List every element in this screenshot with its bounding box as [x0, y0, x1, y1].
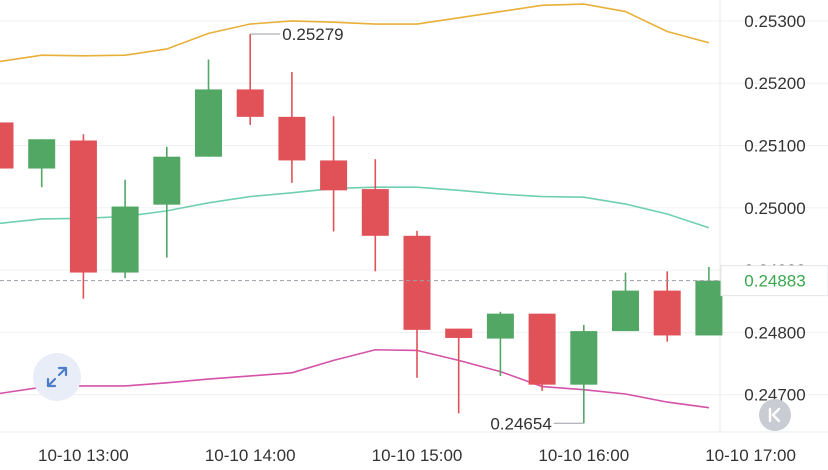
candle-down	[653, 271, 681, 342]
candle-body	[111, 206, 139, 273]
y-tick-label: 0.25200	[744, 74, 805, 93]
candle-body	[653, 290, 681, 336]
y-tick-label: 0.25100	[744, 136, 805, 155]
x-tick-label: 10-10 17:00	[705, 446, 796, 465]
band-line-0	[0, 3, 710, 63]
candle-body	[153, 156, 181, 205]
candle-body	[278, 116, 306, 161]
candle-body	[28, 139, 56, 169]
candle-up	[570, 324, 598, 424]
candle-body	[570, 331, 598, 385]
candle-down	[69, 134, 97, 299]
candle-up	[195, 59, 222, 157]
candle-up	[111, 179, 139, 279]
candle-body	[195, 89, 222, 157]
candle-down	[278, 71, 306, 183]
last-price-tag	[720, 265, 828, 297]
bollinger-bands	[0, 3, 710, 409]
y-tick-label: 0.24800	[744, 323, 805, 342]
max-price-annotation: 0.25279	[282, 25, 343, 44]
candle-body	[236, 89, 264, 117]
candle-down	[528, 313, 556, 391]
candle-up	[28, 139, 56, 188]
candles	[0, 33, 723, 424]
min-price-annotation: 0.24654	[490, 414, 551, 433]
x-tick-label: 10-10 14:00	[205, 446, 296, 465]
candle-up	[486, 311, 514, 376]
candle-up	[612, 272, 639, 332]
candle-up	[153, 146, 181, 258]
x-tick-label: 10-10 13:00	[38, 446, 129, 465]
candle-body	[0, 122, 14, 169]
x-tick-label: 10-10 16:00	[538, 446, 629, 465]
candle-down	[0, 122, 14, 169]
candle-up	[695, 266, 723, 336]
candle-body	[445, 328, 473, 338]
candle-down	[236, 33, 264, 125]
candle-down	[361, 159, 389, 272]
y-tick-label: 0.25000	[744, 199, 805, 218]
candle-down	[320, 116, 348, 232]
candle-body	[486, 313, 514, 339]
candle-down	[445, 328, 473, 414]
x-tick-label: 10-10 15:00	[372, 446, 463, 465]
chevron-left-bar-icon	[768, 407, 781, 423]
last-price-label: 0.24883	[744, 272, 805, 291]
expand-button[interactable]	[33, 353, 81, 401]
band-line-2	[0, 348, 710, 409]
annotations: 0.25279 0.24654	[250, 25, 584, 433]
candle-down	[403, 230, 431, 378]
candle-body	[403, 235, 431, 330]
axes: 0.25300 0.25200 0.25100 0.25000 0.24800 0.247…	[0, 12, 828, 465]
candle-body	[528, 313, 556, 385]
candle-body	[69, 140, 97, 273]
candle-body	[320, 160, 348, 191]
y-tick-label: 0.25300	[744, 12, 805, 31]
scroll-to-latest-button[interactable]	[759, 399, 791, 431]
y-tick-label: 0.24700	[744, 386, 805, 405]
candle-body	[361, 189, 389, 236]
expand-arrows-icon	[46, 366, 68, 388]
candle-body	[695, 280, 723, 336]
candle-body	[612, 290, 639, 332]
